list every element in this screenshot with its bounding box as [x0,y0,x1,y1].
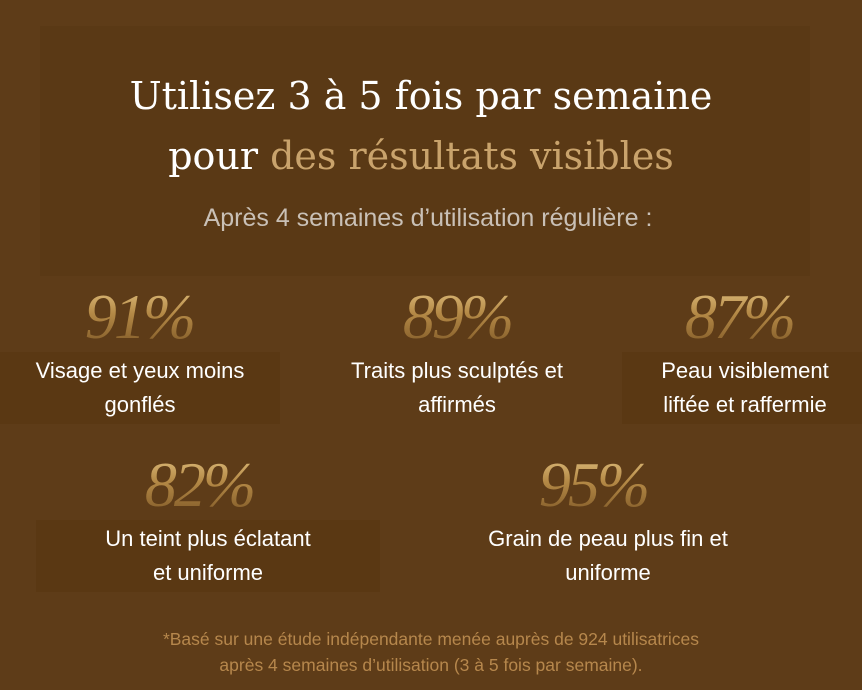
headline-plain-text: pour [168,134,271,178]
headline-panel [40,26,810,276]
stat-description-line: affirmés [418,392,496,417]
headline-line-1: Utilisez 3 à 5 fois par semaine [129,74,713,118]
stat-percentage: 82% [18,450,380,520]
stat-description-line: gonflés [104,392,176,417]
headline: Utilisez 3 à 5 fois par semaine pour des… [0,66,842,186]
stat-percentage: 91% [0,282,286,352]
stat-87: 87% Peau visiblement liftée et raffermie [622,282,862,424]
stat-95: 95% Grain de peau plus fin et uniforme [440,450,776,592]
stat-91: 91% Visage et yeux moins gonflés [0,282,286,424]
stat-description-line: et uniforme [152,560,264,585]
stat-percentage: 87% [616,282,862,352]
stat-description-line: Un teint plus éclatant [105,526,311,551]
footnote-line-2: après 4 semaines d’utilisation (3 à 5 fo… [219,655,643,675]
subtitle: Après 4 semaines d’utilisation régulière… [203,204,653,232]
footnote-line-1: *Basé sur une étude indépendante menée a… [162,629,700,649]
headline-gold-text: des résultats visibles [270,134,674,178]
stat-description-line: Traits plus sculptés et [351,358,563,383]
stat-89: 89% Traits plus sculptés et affirmés [312,282,602,424]
stat-description-line: liftée et raffermie [663,392,827,417]
stat-description-line: Peau visiblement [661,358,829,383]
stat-percentage: 89% [312,282,602,352]
stat-description: Visage et yeux moins gonflés [0,352,280,424]
stat-82: 82% Un teint plus éclatant et uniforme [36,450,380,592]
stat-description-line: Visage et yeux moins [35,358,245,383]
study-footnote: *Basé sur une étude indépendante menée a… [0,626,862,678]
headline-line-2: pour des résultats visibles [0,126,842,186]
stat-description-line: uniforme [565,560,651,585]
stat-description: Peau visiblement liftée et raffermie [622,352,862,424]
stat-description: Traits plus sculptés et affirmés [312,352,602,424]
stat-description: Un teint plus éclatant et uniforme [36,520,380,592]
stat-description-line: Grain de peau plus fin et [488,526,728,551]
stat-percentage: 95% [410,450,776,520]
stat-description: Grain de peau plus fin et uniforme [440,520,776,592]
